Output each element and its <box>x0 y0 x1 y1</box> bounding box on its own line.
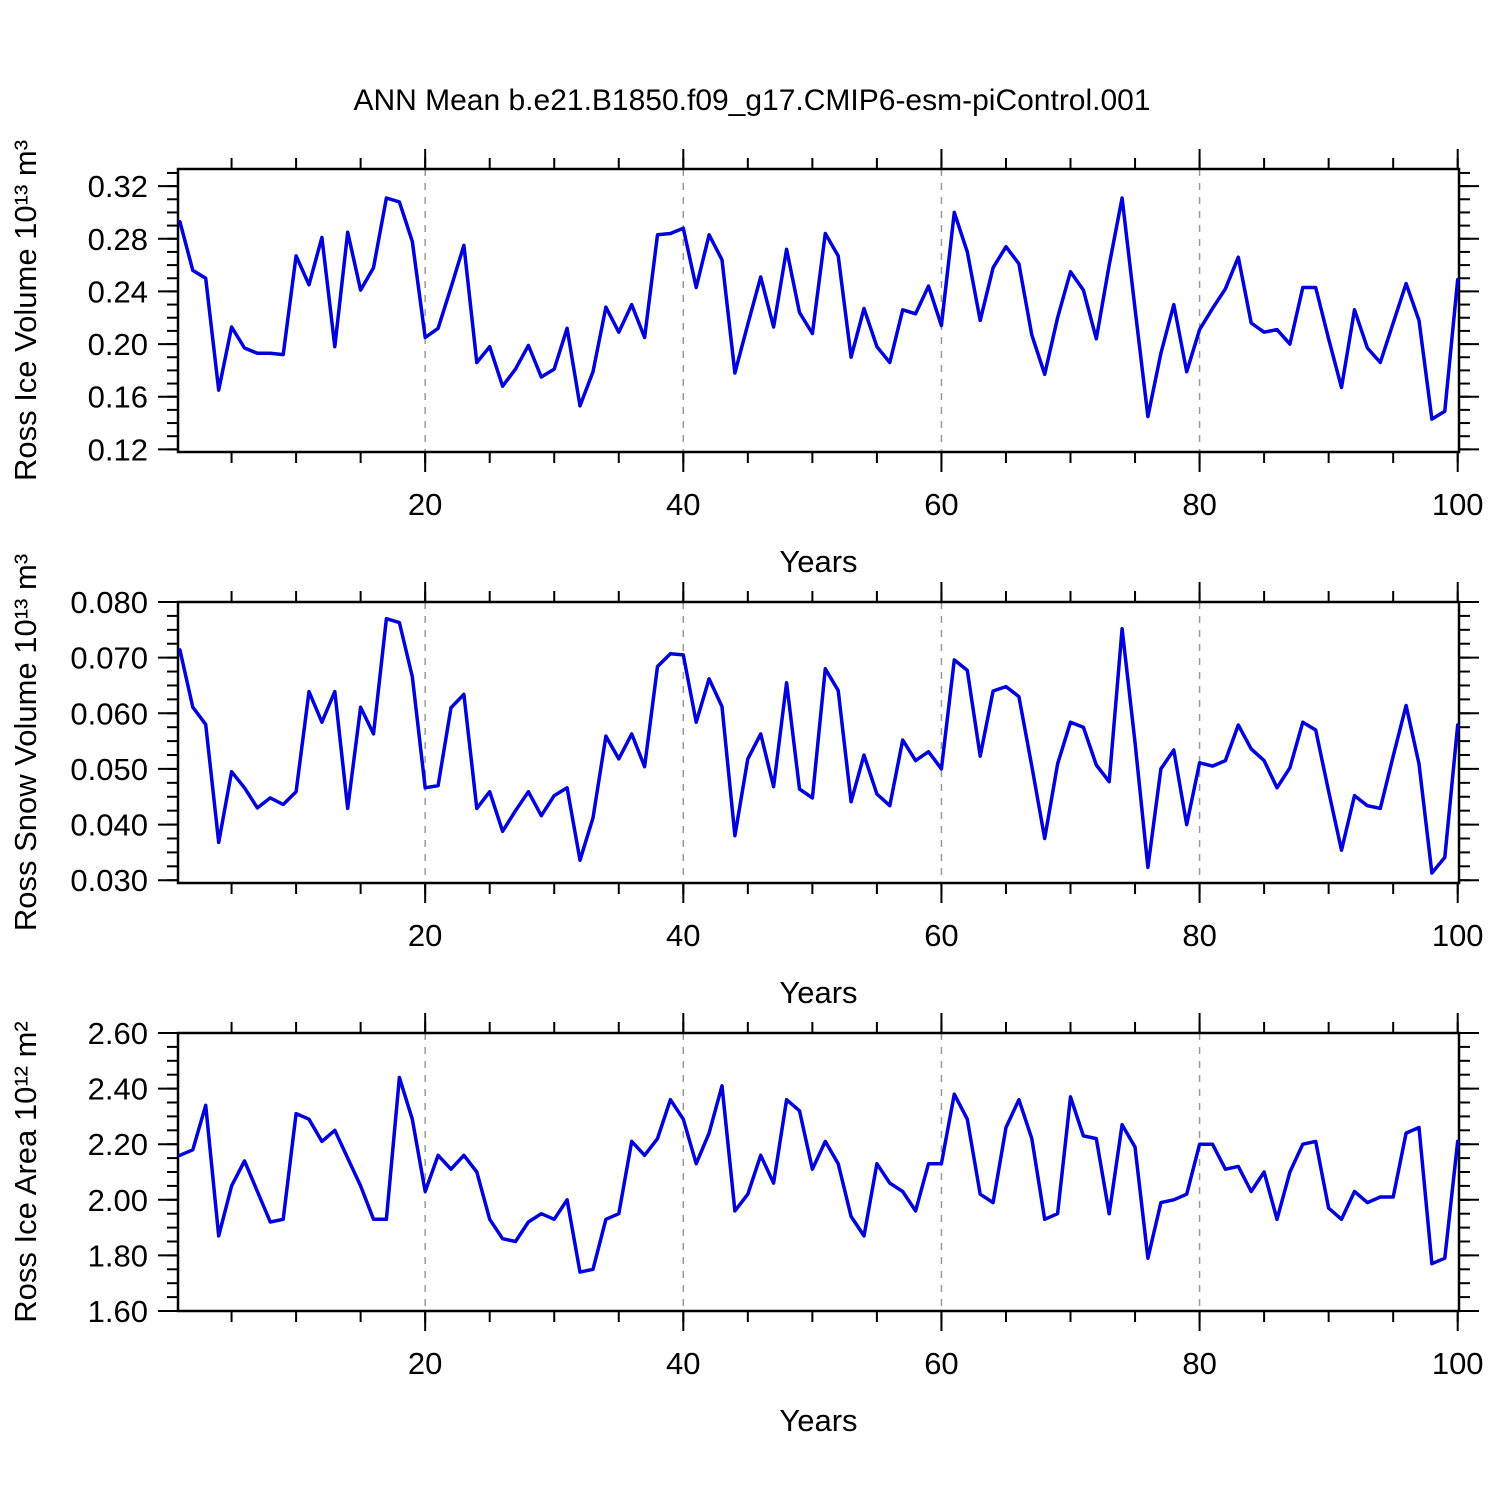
y-tick-label: 0.070 <box>70 641 148 676</box>
x-axis-label-panel-2: Years <box>779 975 857 1010</box>
y-tick-label: 0.12 <box>88 432 148 467</box>
y-tick-label: 0.040 <box>70 808 148 843</box>
y-tick-label: 0.060 <box>70 696 148 731</box>
y-tick-label: 0.24 <box>88 274 148 309</box>
x-tick-label: 100 <box>1432 487 1484 522</box>
line-series-panel-3 <box>178 1075 1460 1274</box>
plot-frame-panel-2 <box>176 600 1461 885</box>
line-series-panel-1 <box>178 196 1460 421</box>
y-tick-label: 0.080 <box>70 585 148 620</box>
chart-title: ANN Mean b.e21.B1850.f09_g17.CMIP6-esm-p… <box>353 84 1150 117</box>
x-tick-label: 20 <box>408 487 442 522</box>
x-tick-label: 80 <box>1182 1346 1216 1381</box>
x-tick-label: 40 <box>666 487 700 522</box>
y-tick-label: 0.050 <box>70 752 148 787</box>
x-axis-label-panel-3: Years <box>779 1403 857 1438</box>
y-axis-label-panel-2: Ross Snow Volume 10¹³ m³ <box>8 554 43 931</box>
x-tick-label: 60 <box>924 918 958 953</box>
y-tick-label: 0.28 <box>88 222 148 257</box>
y-tick-label: 1.80 <box>88 1238 148 1273</box>
x-tick-label: 20 <box>408 1346 442 1381</box>
plot-frame-panel-3 <box>176 1031 1461 1313</box>
y-tick-label: 2.40 <box>88 1072 148 1107</box>
y-tick-label: 2.00 <box>88 1183 148 1218</box>
y-tick-label: 2.20 <box>88 1127 148 1162</box>
y-tick-label: 0.20 <box>88 327 148 362</box>
x-tick-label: 20 <box>408 918 442 953</box>
x-tick-label: 80 <box>1182 487 1216 522</box>
x-tick-label: 60 <box>924 1346 958 1381</box>
y-tick-label: 2.60 <box>88 1016 148 1051</box>
y-tick-label: 0.32 <box>88 169 148 204</box>
line-series-panel-2 <box>178 616 1460 875</box>
x-tick-label: 40 <box>666 918 700 953</box>
x-axis-label-panel-1: Years <box>779 544 857 579</box>
x-tick-label: 40 <box>666 1346 700 1381</box>
y-axis-label-panel-3: Ross Ice Area 10¹² m² <box>8 1021 43 1322</box>
x-tick-label: 100 <box>1432 918 1484 953</box>
y-tick-label: 0.030 <box>70 863 148 898</box>
x-tick-label: 80 <box>1182 918 1216 953</box>
x-tick-label: 60 <box>924 487 958 522</box>
y-tick-label: 0.16 <box>88 380 148 415</box>
plot-frame-panel-1 <box>176 167 1461 454</box>
y-axis-label-panel-1: Ross Ice Volume 10¹³ m³ <box>8 140 43 481</box>
x-tick-label: 100 <box>1432 1346 1484 1381</box>
y-tick-label: 1.60 <box>88 1294 148 1329</box>
